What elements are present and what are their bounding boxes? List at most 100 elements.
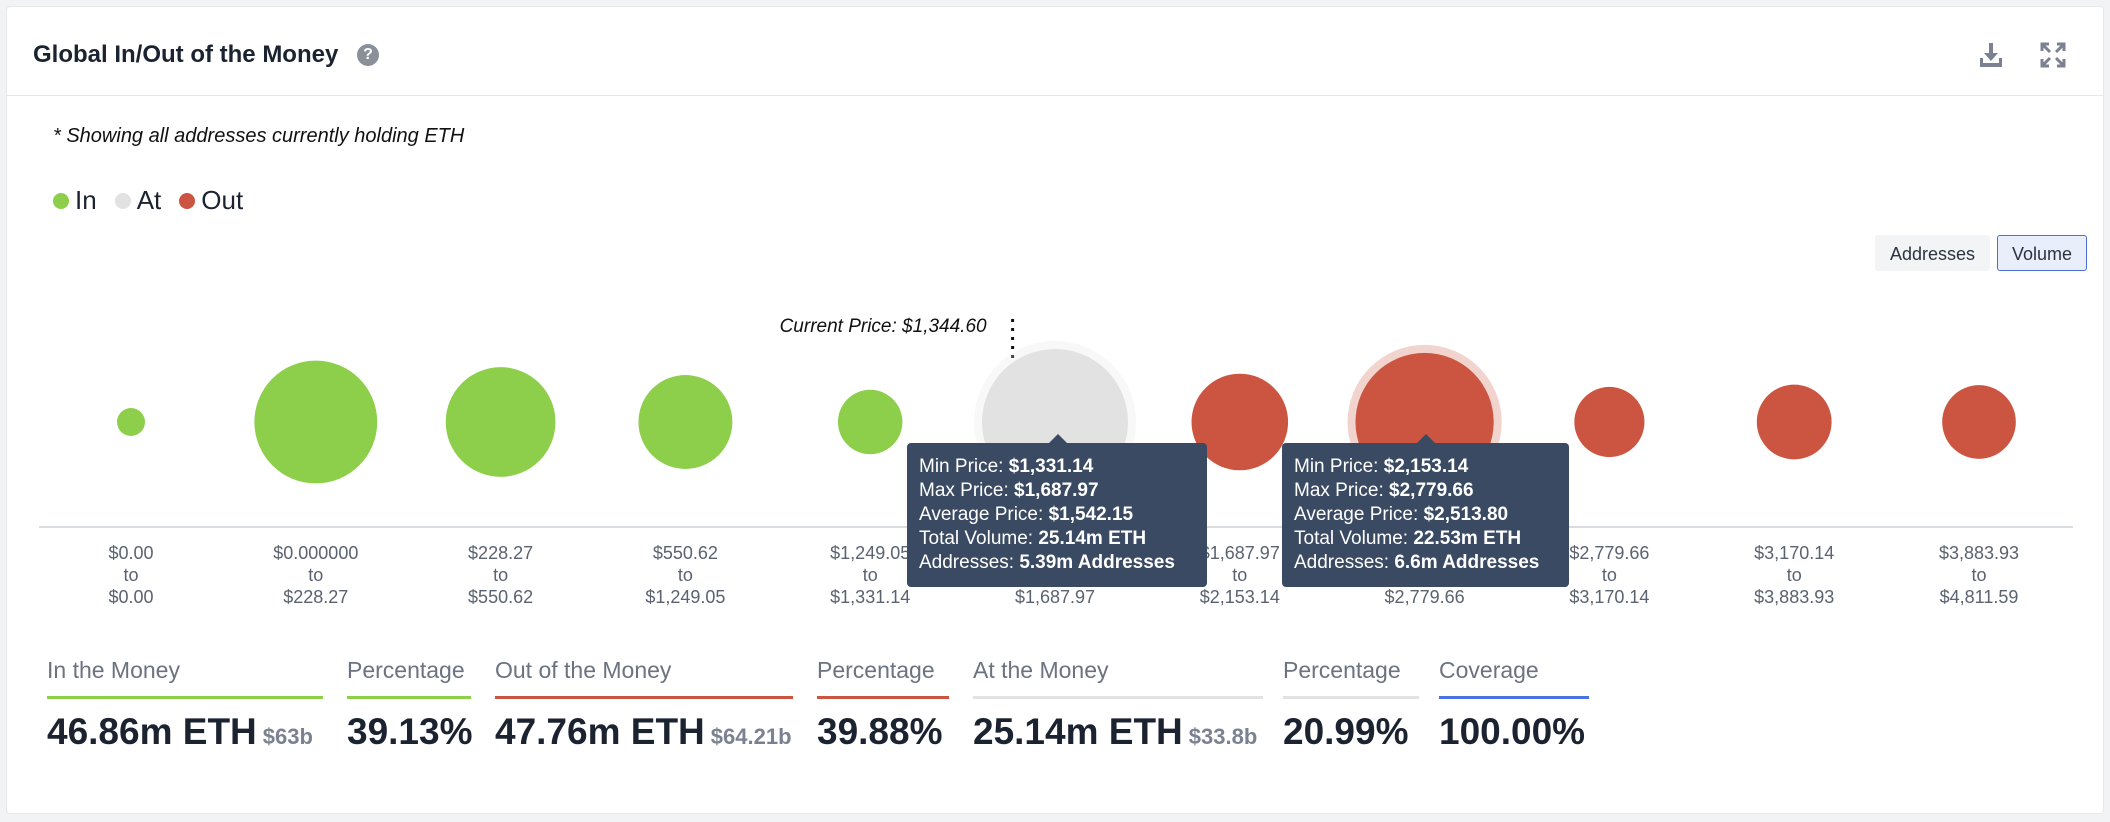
x-tick-label: to — [493, 565, 508, 585]
expand-icon[interactable] — [2037, 39, 2069, 71]
stat-out-percentage: Percentage 39.88% — [817, 657, 949, 753]
chart-legend: In At Out — [53, 185, 243, 216]
legend-label-at: At — [136, 185, 162, 215]
x-tick-label: $228.27 — [468, 543, 533, 563]
tooltip-at-bucket: Min Price: $1,331.14 Max Price: $1,687.9… — [907, 434, 1207, 587]
legend-out[interactable]: Out — [179, 185, 243, 216]
x-tick-label: to — [1232, 565, 1247, 585]
x-tick-label: to — [1971, 565, 1986, 585]
tooltip-min-row: Min Price: $2,153.14 — [1294, 456, 1469, 477]
page-title: Global In/Out of the Money — [33, 41, 339, 68]
stat-value: 47.76m ETH $64.21b — [495, 711, 792, 752]
x-tick-label: $550.62 — [468, 587, 533, 607]
stat-underline — [47, 696, 323, 699]
x-tick-label: $1,249.05 — [645, 587, 725, 607]
tooltip-max-row: Max Price: $2,779.66 — [1294, 480, 1474, 501]
stat-value: 39.88% — [817, 711, 943, 752]
bubble-out[interactable] — [1574, 386, 1645, 458]
legend-label-in: In — [75, 185, 97, 215]
x-tick-label: $228.27 — [283, 587, 348, 607]
stat-at-the-money: At the Money 25.14m ETH $33.8b — [973, 657, 1263, 753]
x-tick-label: to — [1602, 565, 1617, 585]
stat-value: 25.14m ETH $33.8b — [973, 711, 1258, 752]
x-tick-label: $0.00 — [108, 587, 153, 607]
x-tick-label: to — [123, 565, 138, 585]
stat-coverage: Coverage 100.00% — [1439, 657, 1589, 753]
x-tick-label: $1,687.97 — [1200, 543, 1280, 563]
bubble-in[interactable] — [445, 367, 556, 477]
download-icon[interactable] — [1975, 39, 2007, 71]
stat-out-of-the-money: Out of the Money 47.76m ETH $64.21b — [495, 657, 793, 753]
bubble-out[interactable] — [1191, 373, 1289, 471]
tooltip-avg-row: Average Price: $1,542.15 — [919, 504, 1134, 525]
x-tick-label: to — [678, 565, 693, 585]
x-tick-label: $2,779.66 — [1385, 587, 1465, 607]
bubble-out[interactable] — [1942, 385, 2016, 459]
stat-label: Percentage — [347, 657, 465, 683]
stat-label: Coverage — [1439, 657, 1539, 683]
x-tick-label: $0.000000 — [273, 543, 358, 563]
tooltip-vol-row: Total Volume: 22.53m ETH — [1294, 528, 1522, 549]
stat-underline — [495, 696, 793, 699]
stat-underline — [973, 696, 1263, 699]
volume-toggle-button[interactable]: Volume — [1997, 235, 2088, 271]
x-tick-label: to — [863, 565, 878, 585]
bubble-chart: Current Price: $1,344.60$0.00to$0.00$0.0… — [39, 316, 2073, 607]
legend-dot-at — [114, 192, 131, 209]
x-tick-label: $2,779.66 — [1569, 543, 1649, 563]
tooltip-out-bucket: Min Price: $2,153.14 Max Price: $2,779.6… — [1282, 434, 1569, 587]
stat-label: Percentage — [817, 657, 935, 683]
bubble-in[interactable] — [254, 360, 378, 484]
stat-underline — [347, 696, 471, 699]
chart-card: Global In/Out of the Money ? * Showing a… — [6, 6, 2104, 814]
legend-dot-out — [179, 192, 196, 209]
x-tick-label: $1,331.14 — [830, 587, 910, 607]
stat-in-percentage: Percentage 39.13% — [347, 657, 473, 753]
x-tick-label: $3,883.93 — [1939, 543, 2019, 563]
bubble-in[interactable] — [117, 408, 145, 436]
bubble-out[interactable] — [1756, 384, 1832, 460]
tooltip-addr-row: Addresses: 5.39m Addresses — [919, 552, 1175, 573]
tooltip-vol-row: Total Volume: 25.14m ETH — [919, 528, 1147, 549]
x-tick-label: $3,170.14 — [1754, 543, 1834, 563]
legend-label-out: Out — [201, 185, 244, 215]
tooltip-arrow — [1049, 434, 1067, 443]
x-tick-label: $3,170.14 — [1569, 587, 1649, 607]
x-tick-label: to — [1787, 565, 1802, 585]
stat-value: 46.86m ETH $63b — [47, 711, 313, 752]
x-tick-label: to — [308, 565, 323, 585]
tooltip-avg-row: Average Price: $2,513.80 — [1294, 504, 1509, 525]
current-price-label: Current Price: $1,344.60 — [780, 316, 987, 337]
stat-label: Out of the Money — [495, 657, 672, 683]
question-circle-icon[interactable]: ? — [357, 44, 379, 66]
x-tick-label: $2,153.14 — [1200, 587, 1280, 607]
card-header: Global In/Out of the Money ? — [7, 7, 2103, 96]
legend-at[interactable]: At — [114, 185, 162, 216]
tooltip-arrow — [1417, 434, 1435, 443]
stat-value: 100.00% — [1439, 711, 1586, 752]
bubble-in[interactable] — [638, 375, 733, 469]
stat-at-percentage: Percentage 20.99% — [1283, 657, 1419, 753]
stat-underline — [1439, 696, 1589, 699]
x-tick-label: $4,811.59 — [1940, 587, 2019, 607]
x-tick-label: $0.00 — [108, 543, 153, 563]
tooltip-min-row: Min Price: $1,331.14 — [919, 456, 1094, 477]
stat-label: In the Money — [47, 657, 180, 683]
x-tick-label: $3,883.93 — [1754, 587, 1834, 607]
x-tick-label: $550.62 — [653, 543, 718, 563]
stat-underline — [817, 696, 949, 699]
stat-value: 39.13% — [347, 711, 473, 752]
legend-in[interactable]: In — [53, 185, 97, 216]
stat-label: Percentage — [1283, 657, 1401, 683]
addresses-toggle-button[interactable]: Addresses — [1875, 235, 1991, 271]
x-tick-label: $1,687.97 — [1015, 587, 1095, 607]
stat-value: 20.99% — [1283, 711, 1409, 752]
tooltip-addr-row: Addresses: 6.6m Addresses — [1294, 552, 1540, 573]
tooltip-max-row: Max Price: $1,687.97 — [919, 480, 1099, 501]
legend-dot-in — [53, 192, 69, 209]
stat-label: At the Money — [973, 657, 1109, 683]
x-tick-label: $1,249.05 — [830, 543, 910, 563]
bubble-in[interactable] — [837, 389, 903, 455]
holding-note: * Showing all addresses currently holdin… — [53, 125, 465, 147]
stat-underline — [1283, 696, 1419, 699]
